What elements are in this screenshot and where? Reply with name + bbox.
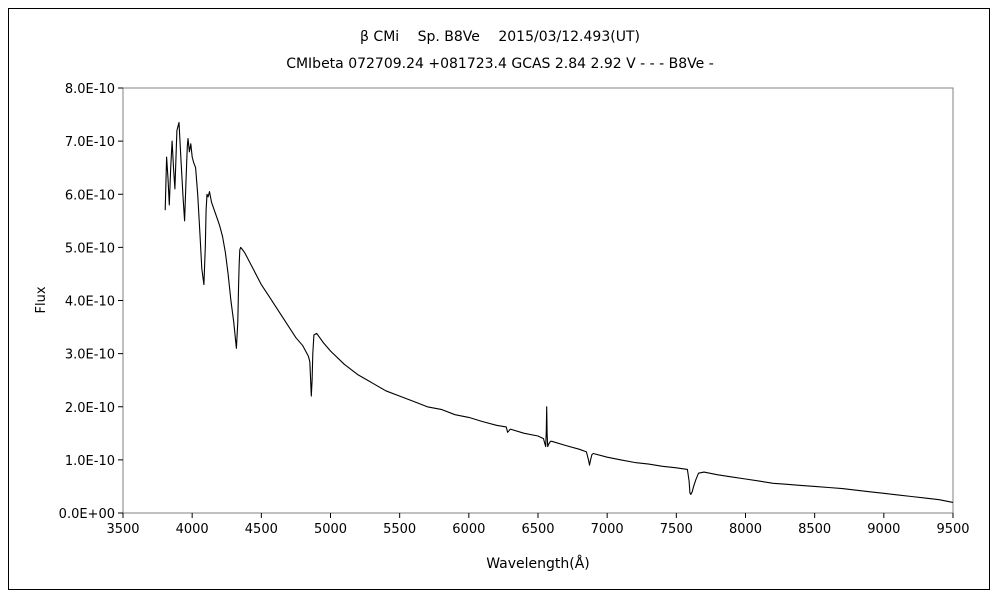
x-tick-label: 5500	[383, 522, 416, 537]
y-tick-label: 4.0E-10	[65, 295, 115, 310]
y-tick-label: 5.0E-10	[65, 241, 115, 256]
x-tick-label: 4000	[176, 522, 209, 537]
x-tick-label: 9000	[867, 522, 900, 537]
x-tick-label: 9500	[936, 522, 969, 537]
y-tick-label: 2.0E-10	[65, 401, 115, 416]
x-tick-label: 8000	[729, 522, 762, 537]
y-tick-label: 3.0E-10	[65, 348, 115, 363]
chart-frame: β CMi Sp. B8Ve 2015/03/12.493(UT) CMIbet…	[8, 8, 990, 590]
spectrum-chart: β CMi Sp. B8Ve 2015/03/12.493(UT) CMIbet…	[34, 29, 970, 572]
x-tick-label: 6500	[521, 522, 554, 537]
y-axis: 0.0E+00 1.0E-10 2.0E-10 3.0E-10 4.0E-10 5.0E-…	[59, 82, 123, 522]
y-tick-label: 1.0E-10	[65, 454, 115, 469]
x-tick-label: 8500	[798, 522, 831, 537]
x-tick-label: 3500	[106, 522, 139, 537]
x-axis-title: Wavelength(Å)	[486, 555, 590, 572]
y-tick-label: 8.0E-10	[65, 82, 115, 97]
series-line-0	[164, 121, 954, 503]
y-axis-title: Flux	[34, 286, 49, 313]
plot-area	[122, 87, 954, 514]
chart-subtitle: CMIbeta 072709.24 +081723.4 GCAS 2.84 2.…	[286, 56, 714, 72]
x-tick-label: 7500	[660, 522, 693, 537]
y-tick-label: 6.0E-10	[65, 188, 115, 203]
y-tick-label: 0.0E+00	[59, 507, 115, 522]
x-axis: 3500 4000 4500 5000 5500 6000 6500 7000 7500 8000…	[106, 513, 970, 537]
chart-title: β CMi Sp. B8Ve 2015/03/12.493(UT)	[360, 29, 640, 45]
series-layer	[164, 121, 954, 503]
x-tick-label: 4500	[245, 522, 278, 537]
x-tick-label: 6000	[452, 522, 485, 537]
x-tick-label: 7000	[591, 522, 624, 537]
y-tick-label: 7.0E-10	[65, 135, 115, 150]
x-tick-label: 5000	[314, 522, 347, 537]
